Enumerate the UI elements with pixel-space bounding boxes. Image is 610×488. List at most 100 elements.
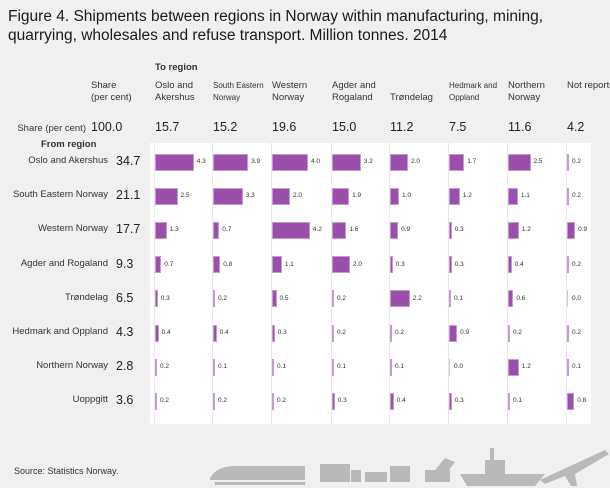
bar (155, 153, 194, 171)
transport-illustration (210, 448, 609, 486)
bar (390, 256, 393, 274)
bar (155, 324, 159, 342)
data-label: 0.3 (277, 329, 287, 336)
data-label: 3.9 (251, 158, 261, 165)
column-divider (507, 143, 508, 424)
data-label: 0.8 (223, 260, 233, 268)
column-divider (154, 143, 155, 424)
row-label: Agder and Rogaland (20, 257, 108, 269)
data-label: 1.1 (520, 192, 530, 200)
bar (272, 153, 308, 171)
bar (213, 256, 221, 274)
column-divider (566, 143, 567, 424)
row-label: Northern Norway (36, 360, 108, 372)
bar (449, 221, 452, 239)
bar (272, 358, 274, 376)
share-row-label: Share (per cent) (17, 123, 86, 134)
bar (390, 153, 408, 171)
bar (508, 358, 519, 376)
data-label: 2.2 (412, 294, 422, 302)
bar (449, 187, 460, 205)
train-icon (210, 466, 305, 485)
data-label: 1.6 (349, 226, 359, 234)
bar (390, 187, 399, 205)
bar (332, 324, 334, 342)
column-header: Northern Norway (508, 80, 545, 103)
bar (213, 324, 217, 342)
data-label: 0.4 (219, 329, 229, 336)
column-header: Hedmark and Oppland (449, 81, 498, 102)
data-label: 1.2 (521, 363, 531, 371)
data-label: 0.5 (279, 294, 289, 302)
bar (332, 290, 334, 308)
data-label: 2.5 (180, 192, 190, 200)
bar (213, 392, 215, 410)
bar (390, 324, 392, 342)
row-label: Trøndelag (65, 291, 108, 303)
column-share: 4.2 (567, 120, 585, 134)
data-label: 2.0 (353, 260, 363, 268)
total-share: 100.0 (91, 120, 123, 134)
column-share: 15.7 (155, 120, 180, 134)
row-label: Western Norway (37, 223, 108, 235)
to-region-label: To region (155, 62, 198, 73)
column-share: 19.6 (272, 120, 297, 134)
bar (155, 221, 167, 239)
data-label: 1.1 (284, 260, 294, 268)
data-label: 0.1 (395, 363, 405, 371)
data-label: 2.5 (533, 158, 543, 165)
data-label: 0.4 (514, 260, 524, 268)
data-label: 0.2 (395, 329, 405, 336)
bar (272, 187, 290, 205)
bar (449, 358, 450, 376)
column-header: Agder and Rogaland (332, 80, 376, 103)
bar (272, 392, 274, 410)
bar (567, 358, 569, 376)
data-label: 3.3 (245, 192, 255, 200)
row-share: 9.3 (116, 256, 134, 271)
bar (155, 358, 157, 376)
column-header: Trøndelag (390, 92, 433, 103)
bar (332, 153, 361, 171)
row-label: Hedmark and Oppland (12, 326, 108, 337)
row-share: 34.7 (116, 154, 141, 168)
data-label: 0.2 (337, 294, 347, 302)
row-label: Uoppgitt (72, 394, 108, 406)
bar (390, 221, 399, 239)
source-note: Source: Statistics Norway. (14, 466, 119, 476)
bar (332, 358, 334, 376)
data-label: 0.3 (454, 226, 464, 234)
data-label: 0.0 (454, 363, 464, 371)
row-label: Oslo and Akershus (28, 155, 108, 166)
data-label: 0.2 (160, 397, 170, 405)
column-share: 7.5 (449, 120, 467, 134)
data-label: 0.1 (277, 363, 287, 371)
bar (213, 221, 220, 239)
column-header: South Eastern Norway (213, 81, 264, 102)
excavator-icon (425, 458, 455, 482)
bar (449, 256, 452, 274)
bar (567, 256, 569, 274)
bar (567, 153, 569, 171)
bar (508, 290, 514, 308)
bar (390, 290, 410, 308)
bar (213, 358, 215, 376)
bar (332, 221, 347, 239)
data-label: 0.2 (572, 158, 582, 165)
bar (508, 256, 512, 274)
bar (272, 221, 310, 239)
column-header: Oslo and Akershus (155, 80, 195, 103)
bar (567, 392, 575, 410)
data-label: 0.9 (578, 226, 588, 234)
column-divider (389, 143, 390, 424)
data-label: 0.2 (572, 192, 582, 200)
data-label: 2.0 (293, 192, 303, 200)
data-label: 0.2 (277, 397, 287, 405)
bar (213, 187, 243, 205)
bar (449, 392, 452, 410)
data-label: 0.9 (401, 226, 411, 234)
column-header: Not reported (567, 80, 610, 91)
bar (567, 290, 568, 308)
column-share: 15.0 (332, 120, 357, 134)
data-label: 0.1 (513, 397, 523, 405)
